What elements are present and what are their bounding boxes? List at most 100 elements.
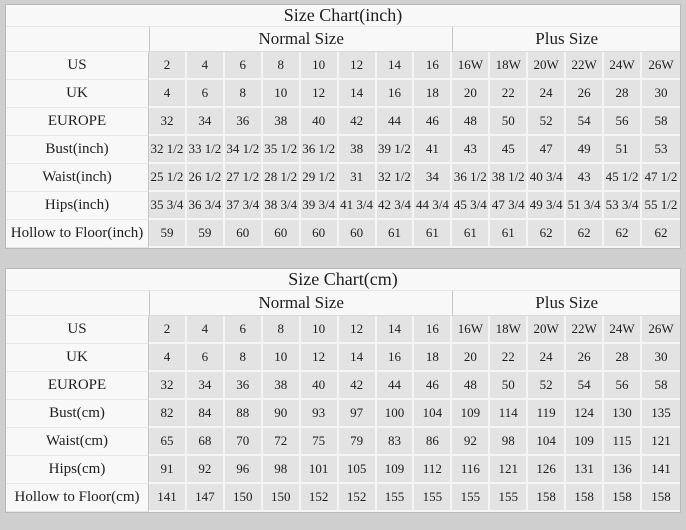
size-cell: 155 xyxy=(376,484,415,512)
size-cell: 82 xyxy=(149,400,187,428)
size-cell: 40 xyxy=(300,108,339,136)
size-cell: 52 xyxy=(528,108,567,136)
size-cell: 44 3/4 xyxy=(414,192,453,220)
size-cell: 59 xyxy=(186,220,225,248)
size-cell: 37 3/4 xyxy=(224,192,263,220)
size-cell: 8 xyxy=(262,316,301,344)
size-cell: 22W xyxy=(566,316,605,344)
size-cell: 155 xyxy=(452,484,491,512)
size-cell: 29 1/2 xyxy=(300,164,339,192)
size-cell: 28 xyxy=(604,344,642,372)
row-label: UK xyxy=(6,80,149,108)
size-cell: 62 xyxy=(641,220,680,248)
row-label: Hips(cm) xyxy=(6,456,149,484)
normal-size-header: Normal Size xyxy=(149,27,453,52)
size-cell: 30 xyxy=(641,80,680,108)
group-header-row: Normal Size Plus Size xyxy=(6,291,680,316)
size-cell: 124 xyxy=(566,400,605,428)
size-cell: 25 1/2 xyxy=(149,164,187,192)
size-cell: 41 xyxy=(414,136,453,164)
title-row: Size Chart(cm) xyxy=(6,269,680,291)
size-chart-inch: Size Chart(inch) Normal Size Plus Size U… xyxy=(5,4,681,249)
size-cell: 49 3/4 xyxy=(528,192,567,220)
row-label: US xyxy=(6,316,149,344)
size-cell: 24W xyxy=(604,52,642,80)
size-cell: 155 xyxy=(414,484,453,512)
row-label: Bust(cm) xyxy=(6,400,149,428)
size-cell: 121 xyxy=(641,428,680,456)
size-cell: 35 1/2 xyxy=(262,136,301,164)
size-cell: 83 xyxy=(376,428,415,456)
size-cell: 130 xyxy=(604,400,642,428)
group-header-spacer xyxy=(6,291,149,316)
size-cell: 119 xyxy=(528,400,567,428)
size-cell: 18W xyxy=(490,52,529,80)
size-cell: 104 xyxy=(414,400,453,428)
size-cell: 38 3/4 xyxy=(262,192,301,220)
size-cell: 61 xyxy=(376,220,415,248)
size-cell: 136 xyxy=(604,456,642,484)
size-cell: 34 1/2 xyxy=(224,136,263,164)
size-cell: 47 xyxy=(528,136,567,164)
size-cell: 109 xyxy=(566,428,605,456)
row-label: Waist(inch) xyxy=(6,164,149,192)
size-cell: 43 xyxy=(452,136,491,164)
size-cell: 70 xyxy=(224,428,263,456)
size-cell: 36 xyxy=(224,108,263,136)
size-cell: 126 xyxy=(528,456,567,484)
size-cell: 152 xyxy=(300,484,339,512)
size-cell: 50 xyxy=(490,372,529,400)
size-cell: 24 xyxy=(528,80,567,108)
size-cell: 72 xyxy=(262,428,301,456)
size-cell: 104 xyxy=(528,428,567,456)
size-cell: 10 xyxy=(262,344,301,372)
size-cell: 4 xyxy=(149,344,187,372)
size-cell: 6 xyxy=(224,316,263,344)
size-cell: 8 xyxy=(224,80,263,108)
size-cell: 44 xyxy=(376,108,415,136)
size-cell: 60 xyxy=(300,220,339,248)
table-row: Hollow to Floor(cm) 141 147 150 150 152 152 155… xyxy=(6,484,680,512)
size-cell: 26 xyxy=(566,80,605,108)
size-cell: 105 xyxy=(338,456,377,484)
size-cell: 10 xyxy=(300,316,339,344)
size-cell: 36 1/2 xyxy=(452,164,491,192)
size-cell: 8 xyxy=(224,344,263,372)
size-cell: 65 xyxy=(149,428,187,456)
size-cell: 20W xyxy=(528,316,567,344)
size-cell: 20 xyxy=(452,80,491,108)
row-label: EUROPE xyxy=(6,108,149,136)
size-cell: 40 3/4 xyxy=(528,164,567,192)
size-cell: 116 xyxy=(452,456,491,484)
size-cell: 4 xyxy=(186,316,225,344)
row-label: UK xyxy=(6,344,149,372)
size-cell: 42 xyxy=(338,108,377,136)
size-cell: 41 3/4 xyxy=(338,192,377,220)
size-chart-cm: Size Chart(cm) Normal Size Plus Size US 2… xyxy=(5,268,681,513)
size-cell: 92 xyxy=(186,456,225,484)
size-cell: 141 xyxy=(641,456,680,484)
size-cell: 6 xyxy=(186,80,225,108)
tables-divider xyxy=(5,249,681,268)
table-row: Hips(inch) 35 3/4 36 3/4 37 3/4 38 3/4 39 3/4… xyxy=(6,192,680,220)
size-cell: 26W xyxy=(641,52,680,80)
size-cell: 18 xyxy=(414,344,453,372)
size-cell: 141 xyxy=(149,484,187,512)
size-cell: 51 xyxy=(604,136,642,164)
plus-size-header: Plus Size xyxy=(452,291,680,316)
size-cell: 38 xyxy=(262,372,301,400)
row-label: Hollow to Floor(cm) xyxy=(6,484,149,512)
size-cell: 14 xyxy=(376,52,415,80)
size-cell: 58 xyxy=(641,372,680,400)
title-row: Size Chart(inch) xyxy=(6,5,680,27)
size-cell: 62 xyxy=(604,220,642,248)
size-cell: 97 xyxy=(338,400,377,428)
row-label: EUROPE xyxy=(6,372,149,400)
size-cell: 12 xyxy=(338,316,377,344)
size-cell: 16 xyxy=(414,52,453,80)
size-cell: 158 xyxy=(641,484,680,512)
size-cell: 10 xyxy=(300,52,339,80)
size-cell: 6 xyxy=(186,344,225,372)
size-cell: 96 xyxy=(224,456,263,484)
chart-title: Size Chart(cm) xyxy=(6,269,680,291)
